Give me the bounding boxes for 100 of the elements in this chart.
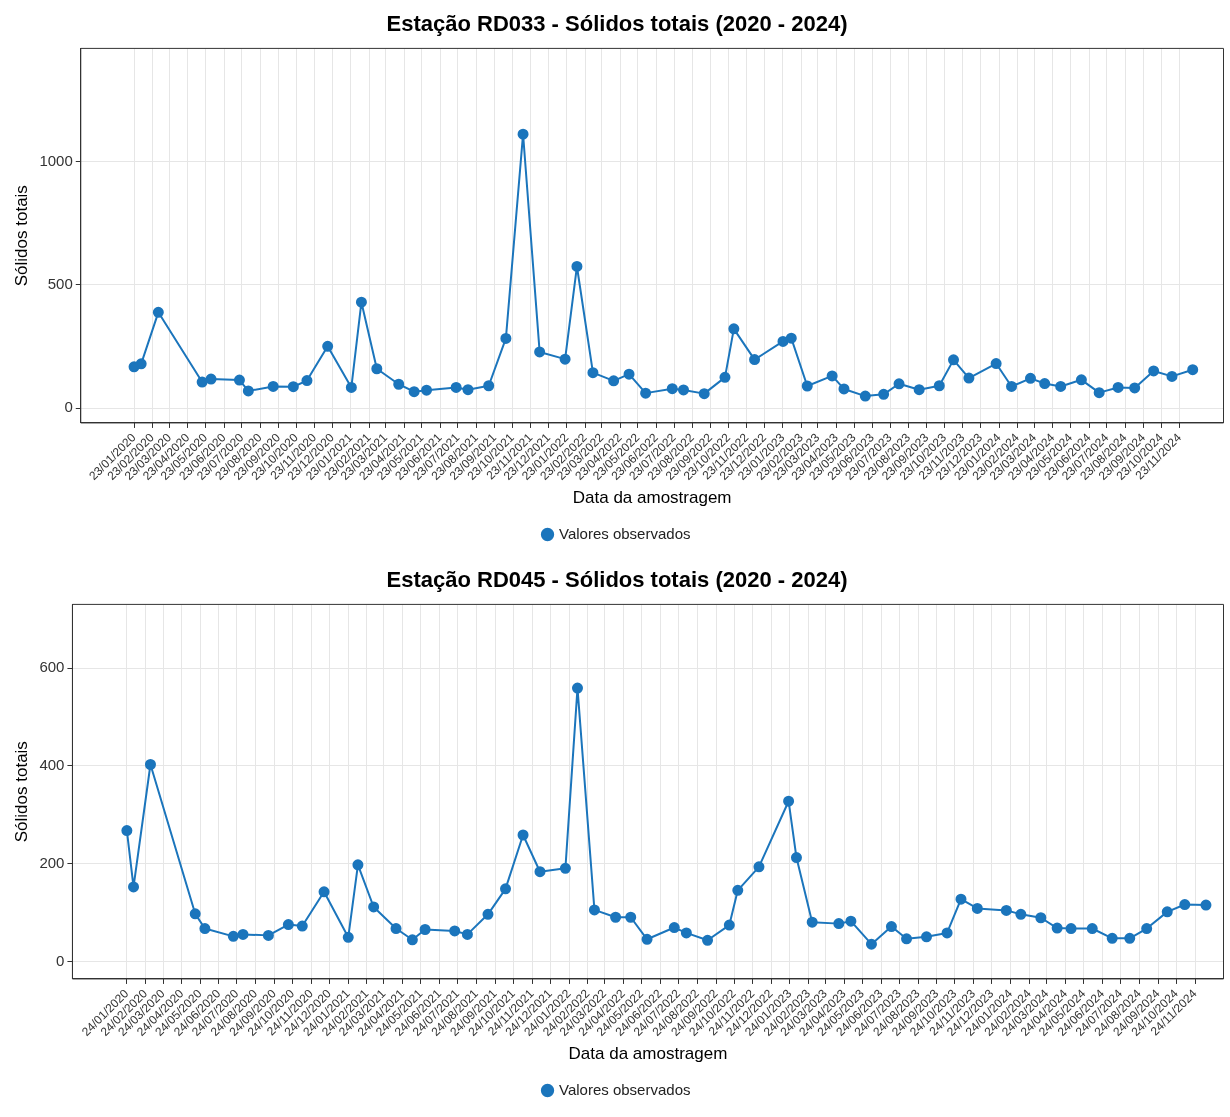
legend-label: Valores observados xyxy=(559,524,691,542)
point xyxy=(749,354,761,366)
point xyxy=(144,759,156,770)
point xyxy=(1039,378,1051,390)
point xyxy=(199,923,211,935)
y-tick-label: 1000 xyxy=(39,151,73,169)
point xyxy=(963,372,975,384)
point xyxy=(1035,912,1047,924)
point xyxy=(233,374,245,386)
point xyxy=(678,384,690,396)
point xyxy=(990,358,1002,370)
point xyxy=(777,335,789,347)
point xyxy=(390,923,402,935)
point xyxy=(559,862,571,874)
point xyxy=(482,908,494,920)
y-tick-label: 0 xyxy=(64,398,73,416)
point xyxy=(1200,899,1212,911)
point xyxy=(262,929,274,941)
point xyxy=(421,384,433,396)
point xyxy=(205,373,217,385)
point xyxy=(588,904,600,916)
point xyxy=(267,380,279,392)
point xyxy=(587,367,599,379)
point xyxy=(128,881,140,893)
point xyxy=(641,933,653,945)
point xyxy=(913,384,925,396)
point xyxy=(1124,932,1136,944)
point xyxy=(878,388,890,400)
y-tick-label: 0 xyxy=(56,951,65,969)
point xyxy=(449,925,461,937)
point xyxy=(152,306,164,318)
point xyxy=(783,795,795,807)
point xyxy=(371,363,383,375)
point xyxy=(189,908,201,920)
point xyxy=(237,928,249,940)
point xyxy=(1051,922,1063,934)
point xyxy=(698,388,710,400)
point xyxy=(196,376,208,388)
point xyxy=(461,928,473,940)
point xyxy=(342,931,354,943)
point xyxy=(608,375,620,387)
point xyxy=(1166,370,1178,382)
point xyxy=(941,927,953,939)
point xyxy=(517,829,529,841)
point xyxy=(393,378,405,390)
point xyxy=(885,921,897,933)
point xyxy=(1086,923,1098,935)
point xyxy=(318,886,330,898)
point xyxy=(640,387,652,399)
point xyxy=(723,919,735,931)
point xyxy=(517,128,529,140)
point xyxy=(287,381,299,393)
point xyxy=(845,915,857,927)
point xyxy=(450,381,462,393)
y-tick-label: 500 xyxy=(47,275,73,293)
point xyxy=(1129,382,1141,394)
point xyxy=(483,380,495,392)
point xyxy=(1015,908,1027,920)
point xyxy=(1024,372,1036,384)
point xyxy=(921,931,933,943)
chart-title: Estação RD033 - Sólidos totais (2020 - 2024) xyxy=(386,11,848,37)
y-tick-label: 600 xyxy=(39,658,65,676)
point xyxy=(571,260,583,272)
point xyxy=(301,375,313,387)
point xyxy=(534,346,546,358)
point xyxy=(1161,906,1173,918)
point xyxy=(933,380,945,392)
legend-label: Valores observados xyxy=(559,1080,691,1098)
point xyxy=(1055,380,1067,392)
point xyxy=(121,825,133,837)
point xyxy=(1187,364,1199,376)
point xyxy=(801,380,813,392)
point xyxy=(1148,365,1160,377)
point xyxy=(893,378,905,390)
point xyxy=(135,358,147,370)
point xyxy=(610,911,622,923)
point xyxy=(1006,380,1018,392)
point xyxy=(282,919,294,931)
point xyxy=(352,859,364,871)
point xyxy=(408,386,420,398)
point xyxy=(296,920,308,932)
point xyxy=(666,383,678,395)
point xyxy=(838,383,850,395)
point xyxy=(1000,904,1012,916)
point xyxy=(732,884,744,896)
point xyxy=(668,922,680,934)
x-axis-title: Data da amostragem xyxy=(568,1044,728,1064)
point xyxy=(419,924,431,935)
point xyxy=(559,353,571,365)
point xyxy=(500,883,512,895)
point xyxy=(625,911,637,923)
x-axis-title: Data da amostragem xyxy=(572,488,732,508)
point xyxy=(227,930,239,942)
point xyxy=(680,927,692,939)
point xyxy=(572,682,583,694)
point xyxy=(1179,899,1191,911)
point xyxy=(702,934,714,946)
point xyxy=(368,901,380,913)
point xyxy=(1065,923,1077,935)
point xyxy=(355,296,367,308)
